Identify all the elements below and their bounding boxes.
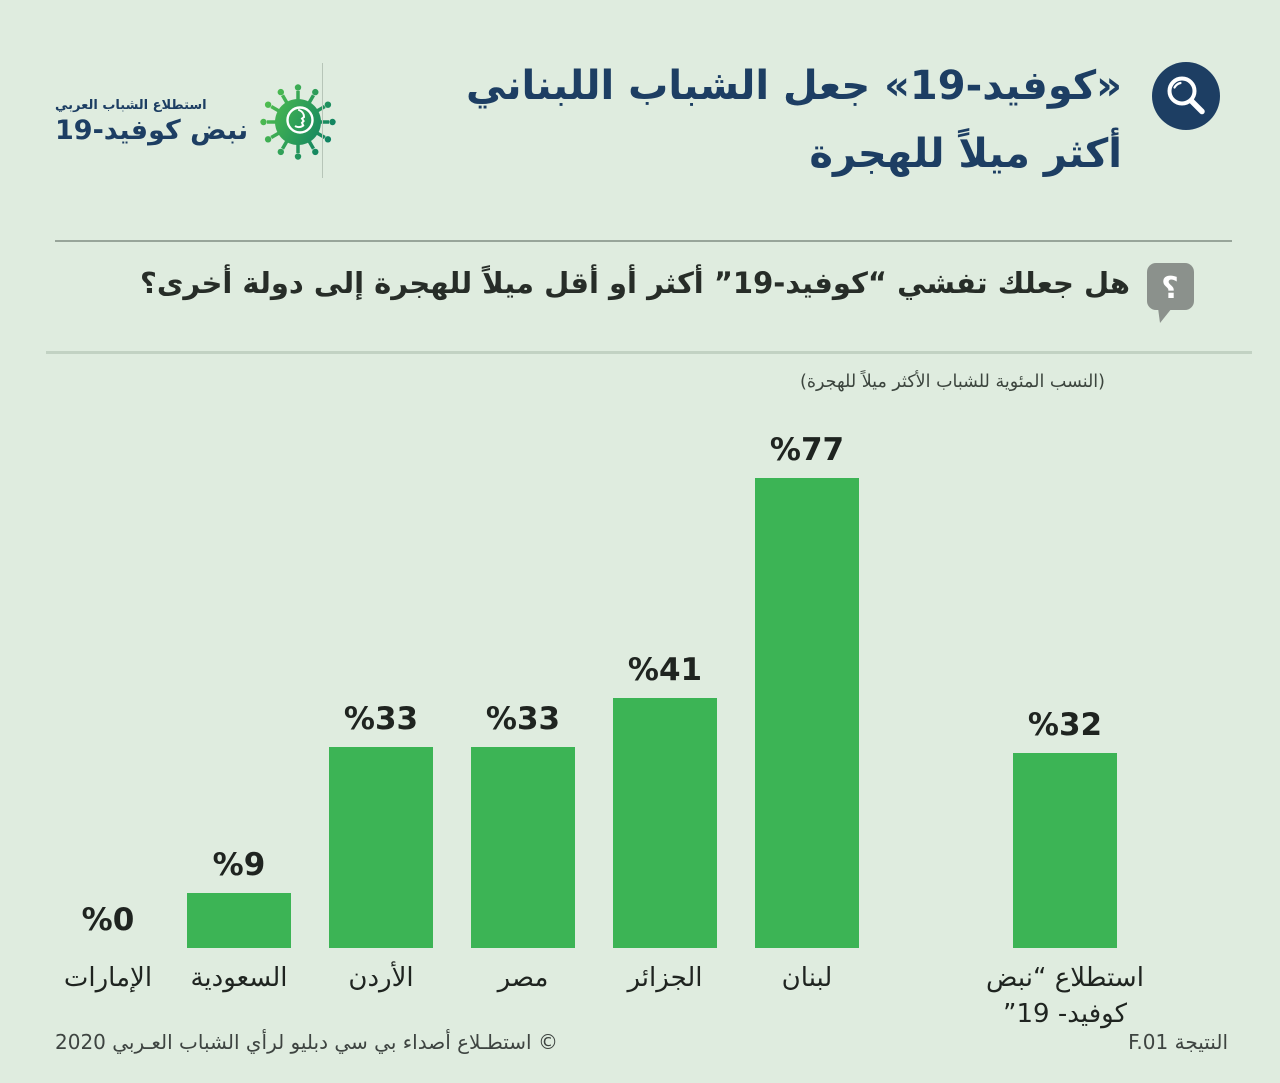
logo-text: استطلاع الشباب العربي نبض كوفيد-19: [55, 98, 248, 146]
page-title-line1: «كوفيد-19» جعل الشباب اللبناني: [465, 63, 1122, 109]
bar-category-label: الإمارات: [63, 963, 153, 993]
bar-column-egypt: %33 مصر: [471, 430, 575, 993]
magnifier-icon: [1152, 62, 1220, 130]
bar-value-label: %41: [627, 652, 703, 688]
bar: [1013, 753, 1117, 948]
logo-title: نبض كوفيد-19: [55, 115, 249, 146]
result-reference: النتيجة F.01: [1128, 1030, 1228, 1054]
bar-category-label: الأردن: [348, 963, 414, 993]
bar: [329, 747, 433, 948]
bar-category-label: لبنان: [781, 963, 833, 993]
bar-column-saudi-arabia: %9 السعودية: [187, 430, 291, 993]
bar-category-label: الجزائر: [627, 963, 703, 993]
divider-bottom: [46, 351, 1252, 354]
bar: [755, 478, 859, 948]
bar-category-label: مصر: [497, 963, 549, 993]
bar-column-survey-average: %32 استطلاع “نبض كوفيد- 19”: [986, 430, 1144, 1029]
bar-value-label: %33: [343, 701, 419, 737]
bar-value-label: %32: [1027, 707, 1103, 743]
bar-column-uae: %0 الإمارات: [56, 430, 160, 993]
bar-value-label: %33: [485, 701, 561, 737]
bar-column-algeria: %41 الجزائر: [613, 430, 717, 993]
copyright-note: © استطـلاع أصداء بي سي دبليو لرأي الشباب…: [55, 1030, 558, 1054]
page-title-line2: أكثر ميلاً للهجرة: [809, 131, 1122, 177]
chart-subtitle: (النسب المئوية للشباب الأكثر ميلاً للهجر…: [800, 372, 1105, 392]
bar-value-label: %9: [212, 847, 266, 883]
bar-column-jordan: %33 الأردن: [329, 430, 433, 993]
bar: [187, 893, 291, 948]
bar-category-label-line2: كوفيد- 19”: [1003, 999, 1127, 1030]
bar: [613, 698, 717, 948]
bar-column-lebanon: %77 لبنان: [755, 430, 859, 993]
divider-top: [55, 240, 1232, 242]
bar-chart: %0 الإمارات %9 السعودية %33 الأردن %33 م…: [0, 430, 1280, 1029]
bar-value-label: %77: [769, 432, 845, 468]
virus-icon: [254, 76, 342, 168]
question-bubble-icon: ؟: [1146, 262, 1196, 324]
bar-category-label: السعودية: [190, 963, 288, 993]
bar-value-label: %0: [81, 902, 135, 938]
bar-category-label: استطلاع “نبض كوفيد- 19”: [986, 960, 1144, 1033]
survey-question: هل جعلك تفشي “كوفيد-19” أكثر أو أقل ميلا…: [140, 266, 1130, 300]
bar-category-label-line1: استطلاع “نبض: [986, 963, 1144, 993]
bar: [471, 747, 575, 948]
header-vertical-divider: [322, 63, 323, 178]
svg-text:؟: ؟: [1161, 271, 1178, 306]
page-title: «كوفيد-19» جعل الشباب اللبناني أكثر ميلا…: [466, 52, 1122, 188]
survey-logo: استطلاع الشباب العربي نبض كوفيد-19: [55, 76, 342, 168]
logo-tagline: استطلاع الشباب العربي: [55, 98, 207, 113]
